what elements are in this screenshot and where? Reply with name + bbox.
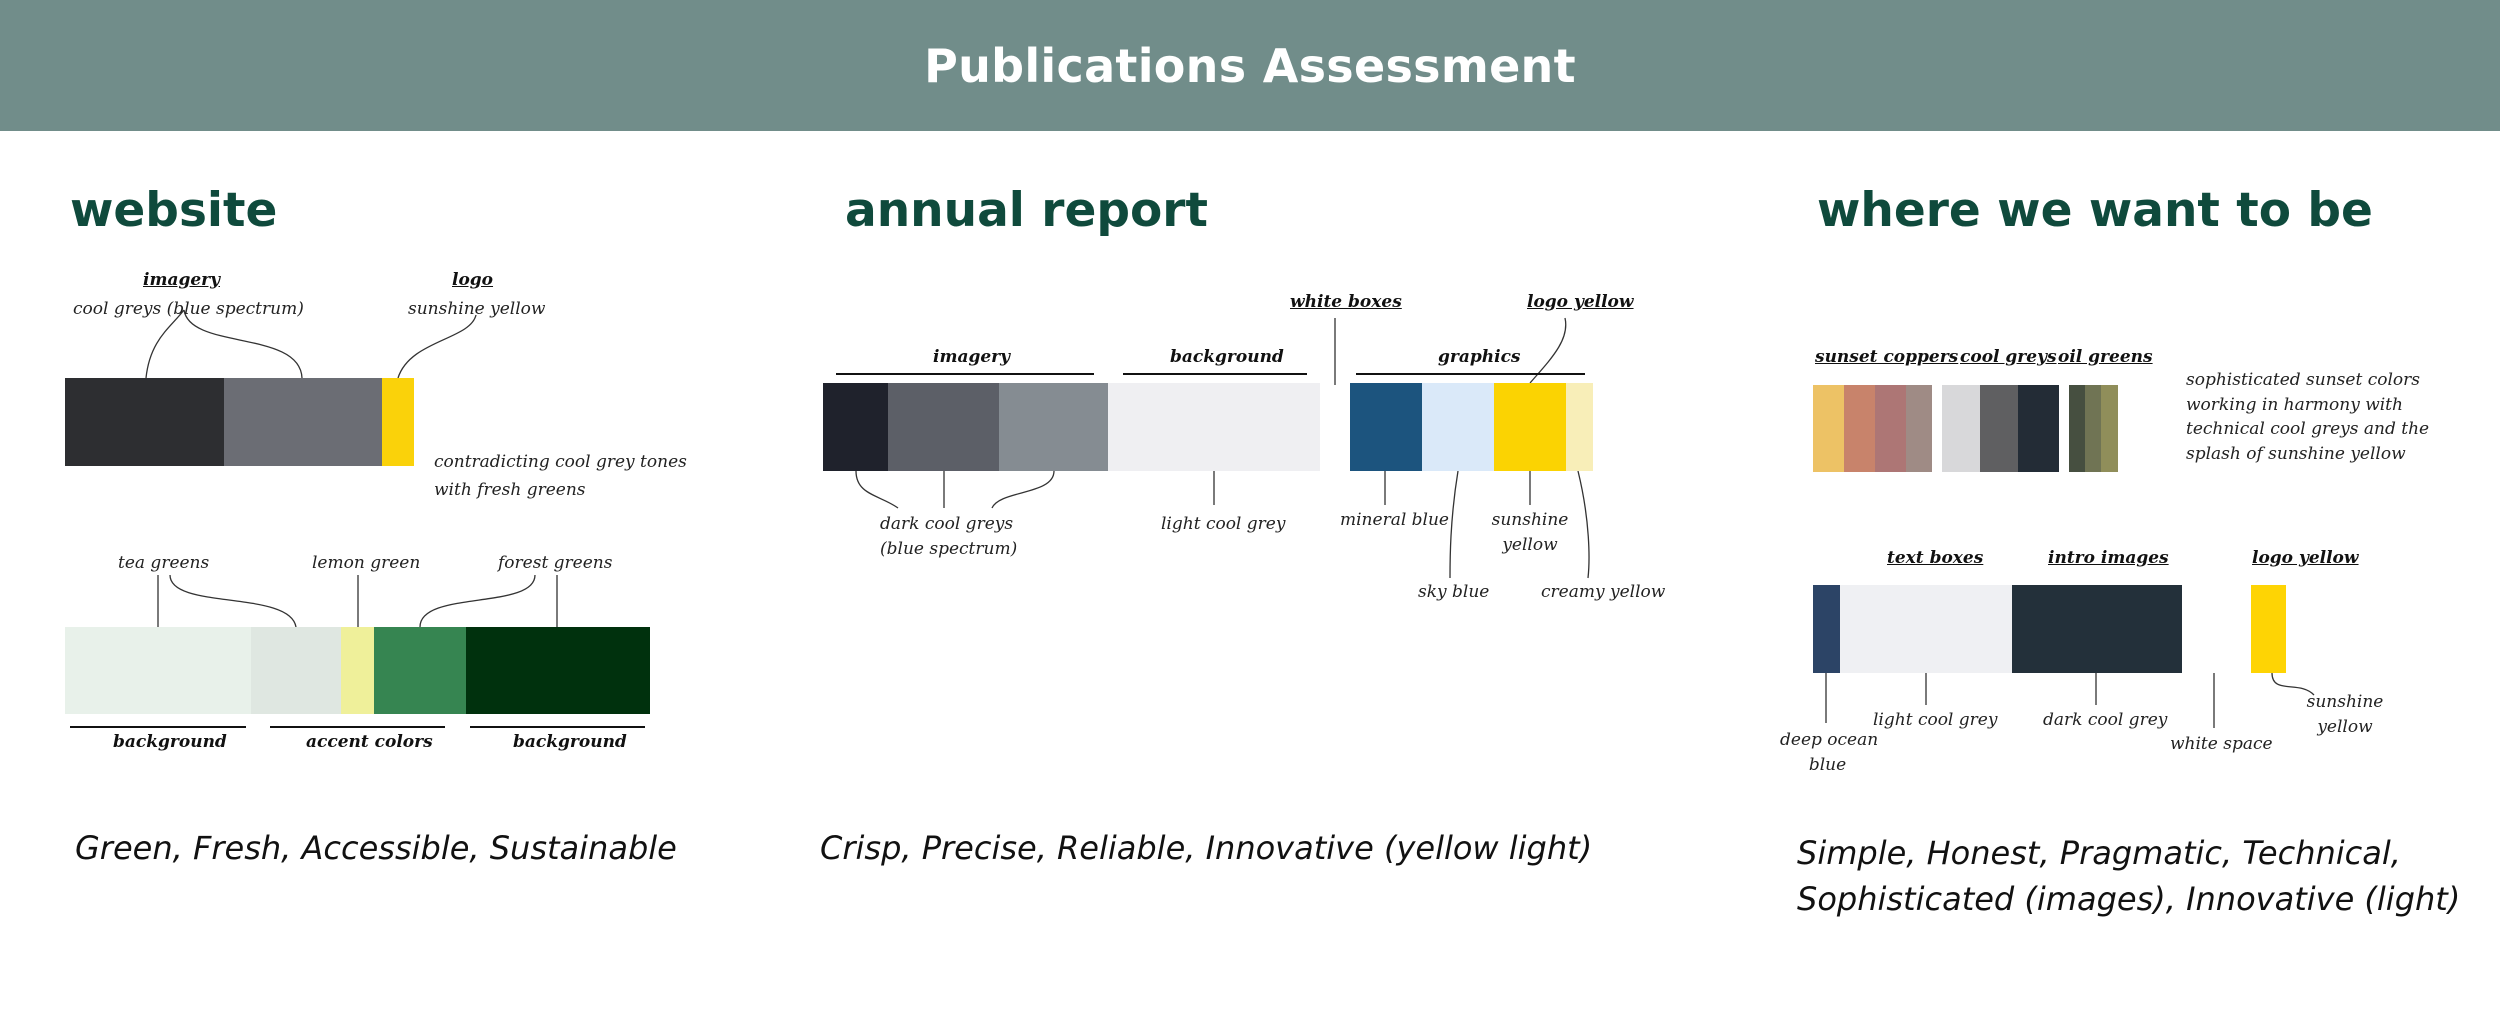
website-side-note-2: with fresh greens — [434, 480, 586, 500]
header-bar: Publications Assessment — [0, 0, 2500, 131]
label-dark-cool-greys-2: (blue spectrum) — [880, 538, 1018, 559]
swatch-website-mid-grey — [224, 378, 382, 466]
annual-report-tagline: Crisp, Precise, Reliable, Innovative (ye… — [820, 829, 1593, 867]
label-target-logo-yellow: logo yellow — [2252, 548, 2359, 568]
website-logo-heading: logo — [452, 270, 494, 290]
website-logo-note: sunshine yellow — [408, 299, 546, 319]
label-dark-cool-greys: dark cool greys (blue spectrum) — [880, 512, 1018, 561]
bracket-ar-background — [1123, 373, 1307, 375]
website-title: website — [70, 183, 278, 238]
swatch-forest-green-1 — [374, 627, 466, 714]
label-logo-yellow: logo yellow — [1527, 292, 1634, 312]
bracket-accent — [270, 726, 445, 728]
label-background-right: background — [513, 732, 627, 752]
label-ar-background: background — [1170, 347, 1284, 367]
swatch-tea-green-1 — [65, 627, 251, 714]
website-imagery-heading: imagery — [143, 270, 220, 290]
label-tea-greens: tea greens — [118, 553, 210, 573]
label-sky-blue: sky blue — [1418, 582, 1490, 602]
label-background-left: background — [113, 732, 227, 752]
label-deep-ocean-blue-1: deep ocean — [1780, 730, 1879, 750]
swatch-copper-2 — [1844, 385, 1875, 472]
swatch-deep-ocean-blue — [1813, 585, 1840, 673]
swatch-cool-grey-3 — [2018, 385, 2059, 472]
swatch-ar-sky-blue — [1422, 383, 1494, 471]
swatch-oil-green-2 — [2085, 385, 2101, 472]
bracket-background-right — [470, 726, 645, 728]
bracket-background-left — [70, 726, 246, 728]
swatch-ar-mineral-blue — [1350, 383, 1422, 471]
swatch-target-dark-cool-grey — [2012, 585, 2182, 673]
label-target-dark-cool-grey: dark cool grey — [2043, 710, 2168, 730]
label-ar-sunshine-1: sunshine — [1491, 510, 1569, 530]
label-target-light-cool-grey: light cool grey — [1873, 710, 1998, 730]
target-note: sophisticated sunset colors working in h… — [2186, 368, 2429, 467]
swatch-ar-sunshine-yellow — [1494, 383, 1566, 471]
target-note-2: working in harmony with — [2186, 394, 2403, 415]
swatch-tea-green-2 — [251, 627, 341, 714]
label-target-sunshine-1: sunshine — [2306, 692, 2384, 712]
swatch-website-dark-grey — [65, 378, 224, 466]
label-ar-graphics: graphics — [1438, 347, 1521, 367]
label-dark-cool-greys-1: dark cool greys — [880, 514, 1014, 534]
label-oil-greens: oil greens — [2058, 347, 2153, 367]
label-text-boxes: text boxes — [1887, 548, 1984, 568]
target-note-1: sophisticated sunset colors — [2186, 370, 2420, 390]
label-creamy-yellow: creamy yellow — [1541, 582, 1666, 602]
swatch-oil-green-3 — [2101, 385, 2118, 472]
swatch-oil-green-1 — [2069, 385, 2085, 472]
target-tagline-2: Sophisticated (images), Innovative (ligh… — [1797, 880, 2461, 919]
label-target-sunshine: sunshine yellow — [2305, 690, 2385, 739]
swatch-lemon-green — [341, 627, 374, 714]
target-tagline: Simple, Honest, Pragmatic, Technical, So… — [1797, 830, 2460, 923]
label-forest-greens: forest greens — [498, 553, 613, 573]
swatch-forest-green-2 — [466, 627, 650, 714]
swatch-copper-1 — [1813, 385, 1844, 472]
label-lemon-green: lemon green — [312, 553, 421, 573]
target-title: where we want to be — [1817, 183, 2373, 238]
swatch-ar-grey-3 — [999, 383, 1108, 471]
swatch-ar-creamy-yellow — [1566, 383, 1593, 471]
label-white-space: white space — [2170, 734, 2273, 754]
label-intro-images: intro images — [2048, 548, 2169, 568]
website-imagery-note: cool greys (blue spectrum) — [73, 299, 304, 319]
label-mineral-blue: mineral blue — [1340, 510, 1449, 530]
label-deep-ocean-blue-2: blue — [1808, 754, 1847, 775]
page-title: Publications Assessment — [924, 38, 1576, 93]
target-note-4: splash of sunshine yellow — [2186, 443, 2406, 464]
swatch-copper-4 — [1906, 385, 1932, 472]
swatch-target-sunshine-yellow — [2251, 585, 2286, 673]
label-target-sunshine-2: yellow — [2317, 716, 2373, 737]
swatch-target-light-cool-grey — [1840, 585, 2012, 673]
label-ar-sunshine-2: yellow — [1502, 534, 1558, 555]
swatch-ar-light-grey — [1108, 383, 1320, 471]
swatch-ar-dark-1 — [823, 383, 888, 471]
label-cool-greys: cool greys — [1960, 347, 2057, 367]
bracket-ar-imagery — [836, 373, 1094, 375]
annual-report-title: annual report — [845, 183, 1208, 238]
website-tagline: Green, Fresh, Accessible, Sustainable — [75, 829, 677, 867]
swatch-ar-dark-2 — [888, 383, 999, 471]
swatch-cool-grey-1 — [1942, 385, 1980, 472]
target-note-3: technical cool greys and the — [2186, 419, 2430, 440]
label-ar-imagery: imagery — [933, 347, 1010, 367]
label-accent-colors: accent colors — [306, 732, 433, 752]
bracket-ar-graphics — [1356, 373, 1585, 375]
swatch-copper-3 — [1875, 385, 1906, 472]
label-deep-ocean-blue: deep ocean blue — [1780, 728, 1879, 777]
swatch-website-yellow — [382, 378, 414, 466]
label-ar-sunshine: sunshine yellow — [1490, 508, 1570, 557]
swatch-cool-grey-2 — [1980, 385, 2018, 472]
label-ar-light-cool-grey: light cool grey — [1161, 514, 1286, 534]
website-side-note-1: contradicting cool grey tones — [434, 452, 687, 472]
label-white-boxes: white boxes — [1290, 292, 1402, 312]
label-sunset-coppers: sunset coppers — [1815, 347, 1959, 367]
target-tagline-1: Simple, Honest, Pragmatic, Technical, — [1797, 834, 2401, 872]
